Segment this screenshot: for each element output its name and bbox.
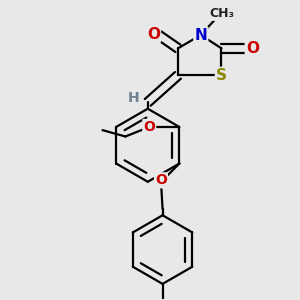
Text: O: O xyxy=(155,173,167,187)
Text: O: O xyxy=(246,41,259,56)
Text: H: H xyxy=(128,91,139,105)
Text: S: S xyxy=(216,68,227,83)
Text: CH₃: CH₃ xyxy=(210,7,235,20)
Text: N: N xyxy=(194,28,207,43)
Text: O: O xyxy=(143,120,155,134)
Text: O: O xyxy=(147,26,160,41)
